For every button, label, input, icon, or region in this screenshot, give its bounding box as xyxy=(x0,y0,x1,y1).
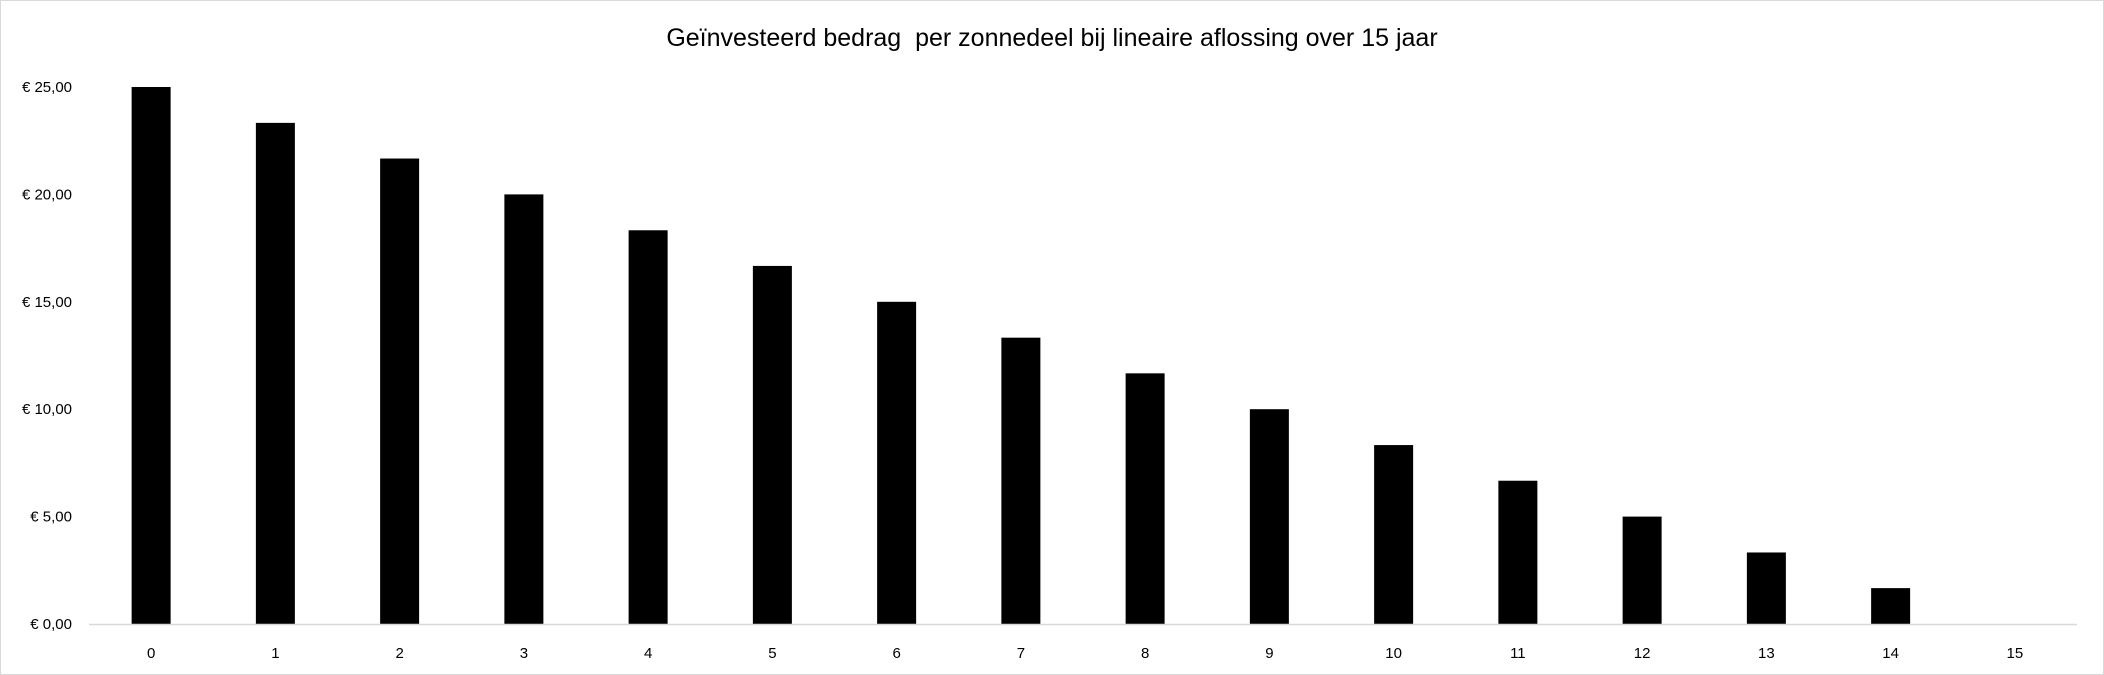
y-tick-label: € 0,00 xyxy=(30,616,72,633)
bar xyxy=(380,158,420,625)
x-tick-label: 12 xyxy=(1634,645,1651,662)
x-tick-label: 14 xyxy=(1882,645,1899,662)
bar xyxy=(877,301,917,624)
bar xyxy=(1001,337,1041,624)
bar xyxy=(131,87,171,624)
y-tick-label: € 10,00 xyxy=(22,401,72,418)
y-tick-label: € 5,00 xyxy=(30,509,72,526)
bar xyxy=(504,194,544,624)
x-tick-label: 10 xyxy=(1385,645,1402,662)
x-tick-label: 7 xyxy=(1017,645,1025,662)
bar xyxy=(1622,516,1662,624)
bar xyxy=(1249,409,1289,624)
bar xyxy=(1498,480,1538,624)
x-tick-label: 0 xyxy=(147,645,155,662)
x-tick-label: 8 xyxy=(1141,645,1149,662)
bar xyxy=(628,230,668,624)
x-tick-label: 6 xyxy=(892,645,900,662)
x-tick-label: 4 xyxy=(644,645,652,662)
y-tick-label: € 25,00 xyxy=(22,79,72,96)
bar xyxy=(255,122,295,625)
y-tick-label: € 20,00 xyxy=(22,186,72,203)
x-tick-label: 9 xyxy=(1265,645,1273,662)
x-tick-label: 1 xyxy=(271,645,279,662)
x-tick-label: 5 xyxy=(768,645,776,662)
bar xyxy=(752,265,792,624)
y-tick-label: € 15,00 xyxy=(22,294,72,311)
x-tick-label: 15 xyxy=(2007,645,2024,662)
x-tick-label: 13 xyxy=(1758,645,1775,662)
x-tick-label: 11 xyxy=(1510,645,1526,662)
bar xyxy=(1125,373,1165,624)
x-tick-label: 2 xyxy=(395,645,403,662)
x-tick-label: 3 xyxy=(520,645,528,662)
bar xyxy=(1746,552,1786,624)
chart-title: Geïnvesteerd bedrag per zonnedeel bij li… xyxy=(666,24,1438,52)
bar xyxy=(1871,588,1911,624)
bar xyxy=(1374,445,1414,624)
